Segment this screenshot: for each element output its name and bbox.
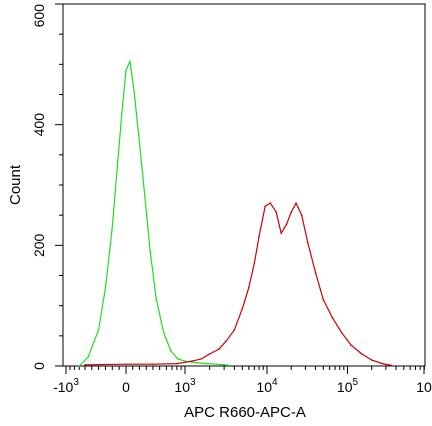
data-point: [390, 364, 393, 367]
data-point: [228, 364, 231, 367]
data-point: [264, 205, 267, 207]
data-point: [233, 329, 236, 331]
series-line-0: [78, 60, 230, 367]
data-point: [111, 226, 114, 228]
plot-frame: [62, 3, 426, 367]
data-point: [269, 202, 272, 204]
data-point: [193, 361, 196, 364]
data-point: [176, 358, 179, 360]
series-line-1: [84, 202, 392, 366]
data-point: [225, 339, 228, 342]
data-point: [117, 160, 119, 162]
x-tick-label: 0: [122, 379, 130, 395]
data-point: [314, 271, 317, 274]
data-point: [275, 211, 278, 213]
data-point: [285, 223, 288, 225]
data-point: [149, 250, 151, 253]
data-point: [138, 142, 141, 144]
data-point: [208, 353, 211, 355]
y-axis-title: Count: [7, 164, 24, 205]
data-point: [129, 60, 131, 63]
data-point: [295, 202, 297, 204]
data-point: [241, 307, 244, 310]
x-tick-label: 103: [174, 377, 196, 395]
data-point: [218, 348, 220, 350]
data-point: [331, 316, 334, 319]
x-tick-label: 10: [416, 379, 432, 395]
data-point: [350, 344, 352, 346]
data-point: [170, 350, 172, 352]
data-point: [176, 362, 178, 365]
data-point: [248, 286, 250, 289]
x-tick-label: 104: [256, 377, 278, 395]
x-axis: -103 0 103 104 105 10: [53, 366, 432, 395]
y-tick-label: 600: [31, 4, 47, 28]
y-tick-label: 0: [31, 362, 47, 370]
data-point: [381, 362, 384, 365]
data-point: [121, 111, 123, 114]
data-point: [200, 358, 203, 360]
data-point: [190, 360, 193, 363]
data-point: [370, 359, 373, 361]
data-point: [280, 232, 283, 235]
data-point: [253, 262, 256, 265]
x-tick-label: -103: [53, 377, 79, 395]
data-point: [84, 364, 86, 366]
x-tick-label: 105: [337, 377, 359, 395]
data-point: [300, 214, 303, 216]
data-point: [205, 362, 207, 365]
data-point: [87, 356, 89, 358]
data-point: [104, 286, 107, 289]
x-axis-title: APC R660-APC-A: [184, 404, 306, 421]
data-point: [144, 196, 146, 198]
data-point: [290, 211, 293, 213]
data-point: [360, 353, 363, 355]
data-point: [78, 365, 81, 367]
data-point: [258, 235, 260, 238]
data-point: [97, 329, 100, 331]
y-axis: 0 200 400 600: [31, 3, 63, 370]
data-point: [152, 363, 154, 366]
data-point: [306, 241, 309, 244]
data-point: [322, 298, 325, 301]
data-point: [125, 363, 127, 366]
data-point: [125, 69, 127, 72]
data-point: [163, 332, 165, 334]
y-tick-label: 200: [31, 233, 47, 257]
data-point: [216, 363, 219, 366]
data-point: [341, 332, 343, 334]
series-layer: [78, 60, 393, 367]
y-tick-label: 400: [31, 113, 47, 137]
data-point: [133, 90, 135, 93]
data-point: [155, 298, 158, 301]
